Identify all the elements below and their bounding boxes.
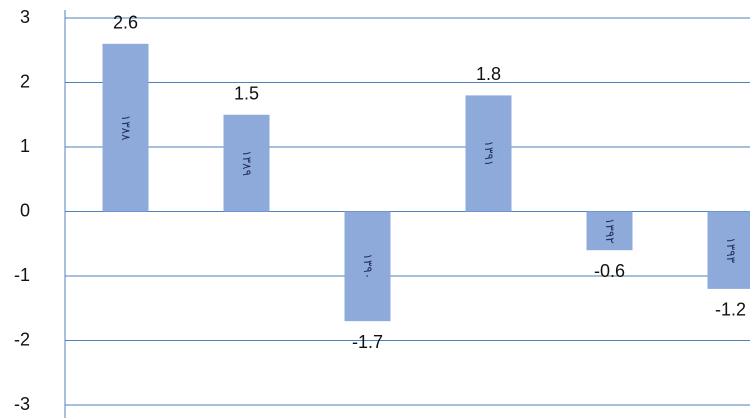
category-label: ١٣٩١: [482, 141, 496, 167]
category-label: ١٣٨٨: [119, 115, 133, 141]
value-label: 1.5: [234, 84, 259, 104]
y-tick-label: 1: [20, 136, 30, 156]
value-label: -1.7: [352, 332, 383, 352]
value-label: -0.6: [594, 261, 625, 281]
category-label: ١٣٨٩: [240, 150, 254, 176]
category-label: ١٣٩٢: [603, 218, 617, 244]
chart: -3 -2 -1 0 1 2 3 ١٣٨٨ 2.6 ١٣٨٩ 1.5 ١٣٩٠ -1.7 ١٣٩١ 1.8 ١…: [0, 0, 750, 418]
y-tick-label: -2: [14, 329, 30, 349]
category-label: ١٣٩٠: [361, 253, 375, 279]
value-label: 2.6: [113, 13, 138, 33]
y-tick-label: -3: [14, 394, 30, 414]
value-label: 1.8: [476, 64, 501, 84]
y-tick-label: 2: [20, 71, 30, 91]
y-tick-label: 3: [20, 7, 30, 27]
value-label: -1.2: [715, 300, 746, 320]
category-label: ١٣٩٣: [724, 237, 738, 263]
y-tick-label: -1: [14, 265, 30, 285]
y-tick-label: 0: [20, 200, 30, 220]
